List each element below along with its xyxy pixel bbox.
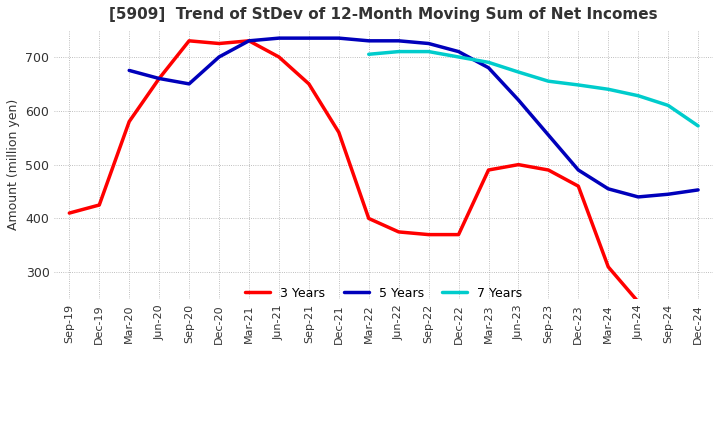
3 Years (95, 202, 104, 208)
5 Years (125, 68, 133, 73)
3 Years (185, 38, 194, 44)
7 Years (634, 93, 642, 99)
3 Years (544, 167, 553, 172)
5 Years (544, 132, 553, 138)
3 Years (395, 229, 403, 235)
3 Years (574, 183, 582, 189)
3 Years (484, 167, 492, 172)
3 Years (65, 210, 73, 216)
Line: 7 Years: 7 Years (369, 51, 698, 126)
Y-axis label: Amount (million yen): Amount (million yen) (7, 99, 20, 230)
Line: 3 Years: 3 Years (69, 41, 698, 304)
3 Years (364, 216, 373, 221)
7 Years (694, 123, 703, 128)
5 Years (364, 38, 373, 44)
7 Years (604, 87, 613, 92)
Line: 5 Years: 5 Years (129, 38, 698, 197)
3 Years (604, 264, 613, 270)
5 Years (274, 36, 283, 41)
Title: [5909]  Trend of StDev of 12-Month Moving Sum of Net Incomes: [5909] Trend of StDev of 12-Month Moving… (109, 7, 658, 22)
3 Years (125, 119, 133, 124)
3 Years (694, 302, 703, 307)
5 Years (395, 38, 403, 44)
3 Years (305, 81, 313, 87)
5 Years (155, 76, 163, 81)
3 Years (424, 232, 433, 237)
5 Years (335, 36, 343, 41)
5 Years (424, 41, 433, 46)
3 Years (335, 130, 343, 135)
5 Years (574, 167, 582, 172)
5 Years (514, 97, 523, 103)
7 Years (544, 79, 553, 84)
7 Years (484, 60, 492, 65)
3 Years (514, 162, 523, 167)
7 Years (514, 70, 523, 75)
5 Years (634, 194, 642, 200)
5 Years (694, 187, 703, 193)
5 Years (245, 38, 253, 44)
7 Years (454, 54, 463, 59)
3 Years (155, 76, 163, 81)
5 Years (185, 81, 194, 87)
7 Years (574, 82, 582, 88)
7 Years (424, 49, 433, 54)
Legend: 3 Years, 5 Years, 7 Years: 3 Years, 5 Years, 7 Years (240, 282, 528, 304)
5 Years (484, 65, 492, 70)
5 Years (215, 54, 223, 59)
5 Years (604, 186, 613, 191)
3 Years (215, 41, 223, 46)
7 Years (664, 103, 672, 108)
3 Years (634, 299, 642, 304)
7 Years (395, 49, 403, 54)
5 Years (305, 36, 313, 41)
3 Years (664, 302, 672, 307)
3 Years (274, 54, 283, 59)
3 Years (454, 232, 463, 237)
3 Years (245, 38, 253, 44)
5 Years (664, 191, 672, 197)
7 Years (364, 51, 373, 57)
5 Years (454, 49, 463, 54)
